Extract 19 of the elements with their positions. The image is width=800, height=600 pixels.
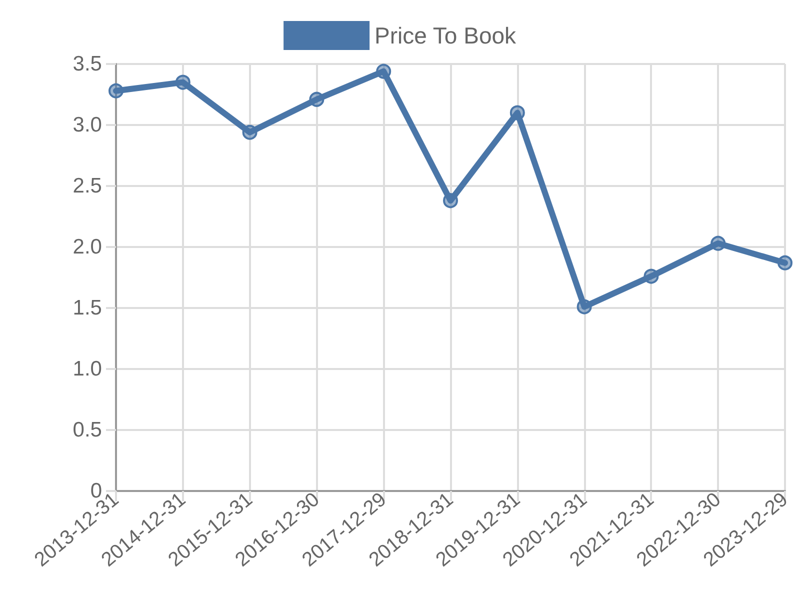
point xyxy=(242,124,258,140)
y-tick-label: 3.5 xyxy=(72,52,102,76)
point xyxy=(576,299,592,314)
point xyxy=(510,105,525,120)
legend-label: Price To Book xyxy=(374,22,517,48)
y-tick-label: 1.5 xyxy=(72,296,102,320)
y-tick-label: 2.5 xyxy=(72,174,102,198)
point xyxy=(175,74,190,90)
point xyxy=(644,268,659,284)
point xyxy=(108,83,124,98)
y-tick-label: 0.5 xyxy=(72,418,102,442)
point xyxy=(710,236,726,251)
y-tick-label: 2.0 xyxy=(72,236,102,258)
point xyxy=(376,64,392,79)
point xyxy=(778,255,792,270)
point xyxy=(309,92,324,107)
y-tick-label: 1.0 xyxy=(72,358,102,380)
point xyxy=(443,193,458,208)
y-tick-label: 3.0 xyxy=(72,114,102,136)
